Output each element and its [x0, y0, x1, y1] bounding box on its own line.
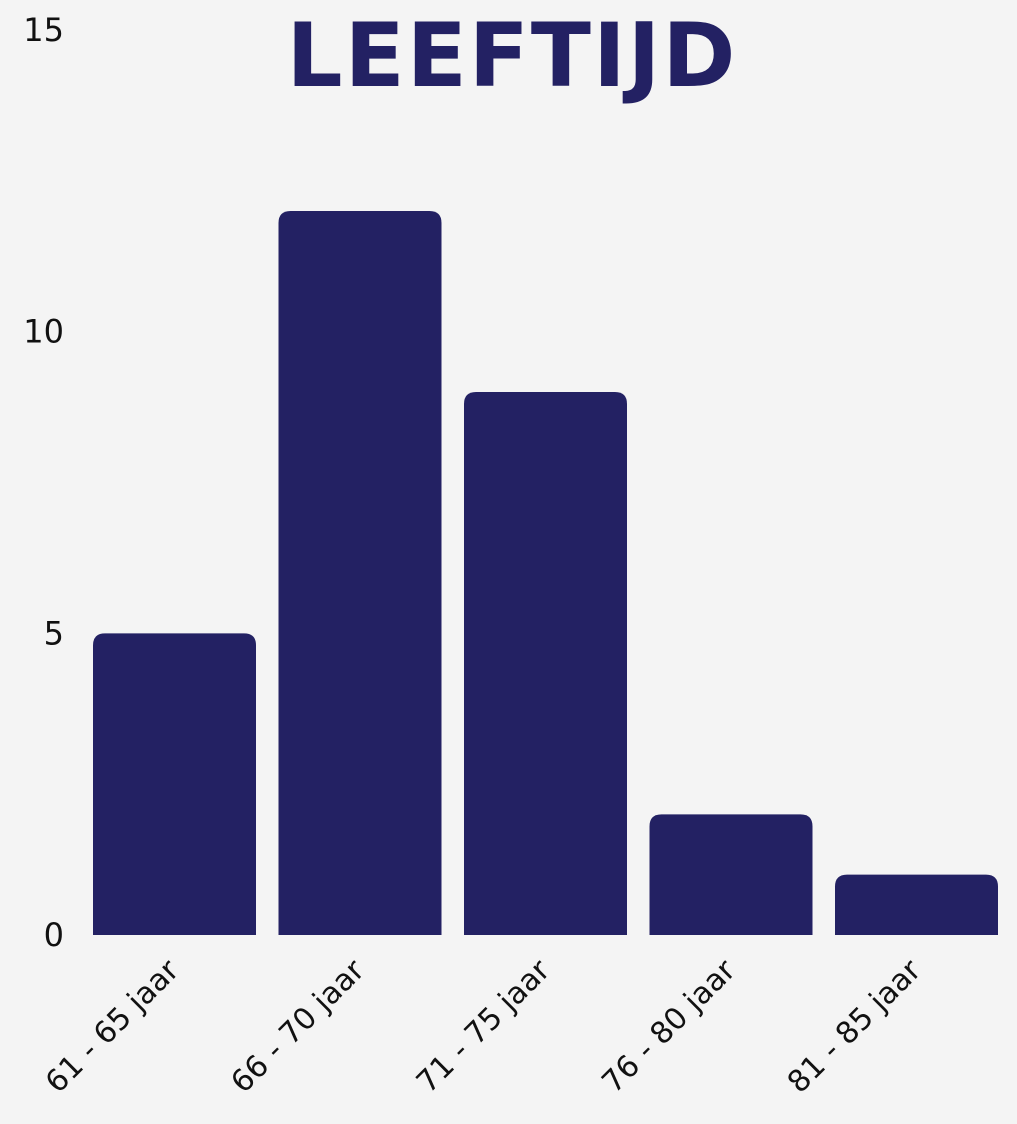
y-tick-label: 5 — [44, 614, 64, 652]
bar-4 — [649, 814, 813, 935]
bar-2 — [278, 211, 442, 935]
x-category-label: 66 - 70 jaar — [224, 952, 372, 1100]
bar-5 — [835, 874, 998, 935]
bar-3 — [464, 392, 627, 935]
y-tick-label: 0 — [44, 916, 64, 954]
y-axis: 0 5 10 15 — [23, 11, 64, 954]
bar-1 — [93, 633, 256, 935]
y-tick-label: 10 — [23, 313, 64, 351]
x-category-label: 81 - 85 jaar — [781, 952, 929, 1100]
x-category-label: 71 - 75 jaar — [410, 952, 558, 1100]
chart-title: LEEFTIJD — [287, 4, 738, 107]
bars-group — [93, 211, 998, 935]
y-tick-label: 15 — [23, 11, 64, 49]
x-category-label: 61 - 65 jaar — [39, 952, 187, 1100]
x-category-label: 76 - 80 jaar — [595, 952, 743, 1100]
x-axis: 61 - 65 jaar 66 - 70 jaar 71 - 75 jaar 76 -… — [39, 952, 929, 1100]
